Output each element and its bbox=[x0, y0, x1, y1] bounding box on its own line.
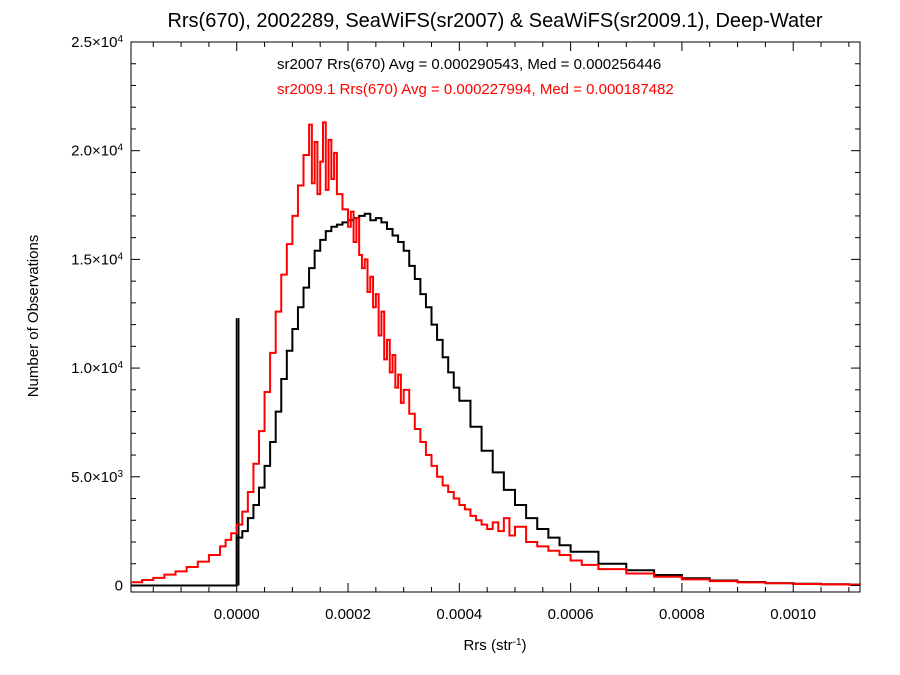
x-axis-label-superscript: -1 bbox=[513, 637, 522, 648]
x-tick-label: 0.0008 bbox=[659, 606, 705, 623]
y-tick-label: 1.5×104 bbox=[71, 251, 123, 269]
x-axis-label: Rrs (str-1) bbox=[463, 637, 526, 655]
x-tick-label: 0.0010 bbox=[770, 606, 816, 623]
y-tick-label: 2.0×104 bbox=[71, 142, 123, 160]
y-tick-label: 0 bbox=[115, 577, 123, 594]
x-tick-label: 0.0006 bbox=[548, 606, 594, 623]
plot-area bbox=[130, 41, 861, 593]
series-sr2007-step bbox=[131, 212, 861, 587]
annotation-sr2007: sr2007 Rrs(670) Avg = 0.000290543, Med =… bbox=[277, 56, 661, 73]
series-layer bbox=[131, 121, 861, 587]
plot-frame bbox=[130, 41, 861, 593]
annotation-sr2009: sr2009.1 Rrs(670) Avg = 0.000227994, Med… bbox=[277, 81, 674, 98]
tick-layer: 0.0000 0.0002 0.0004 0.0006 0.0008 0.0010 0 5.0… bbox=[71, 34, 860, 623]
x-tick-label: 0.0002 bbox=[325, 606, 371, 623]
y-tick-label: 2.5×104 bbox=[71, 34, 123, 52]
series-sr2009-step bbox=[131, 121, 861, 586]
x-tick-label: 0.0004 bbox=[436, 606, 482, 623]
chart-title: Rrs(670), 2002289, SeaWiFS(sr2007) & Sea… bbox=[167, 10, 822, 32]
y-tick-label: 1.0×104 bbox=[71, 360, 123, 378]
x-tick-label: 0.0000 bbox=[214, 606, 260, 623]
y-axis-label: Number of Observations bbox=[25, 235, 42, 398]
y-tick-label: 5.0×103 bbox=[71, 468, 123, 486]
